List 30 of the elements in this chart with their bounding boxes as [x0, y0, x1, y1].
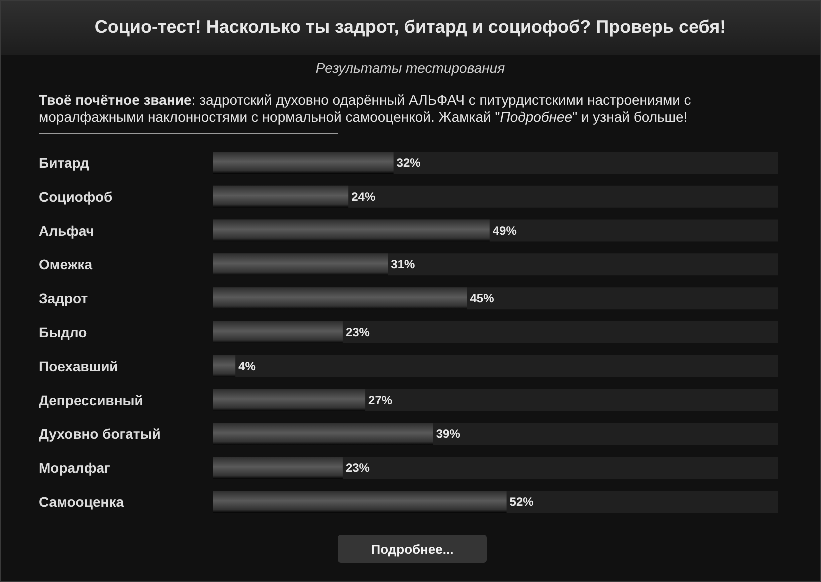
y-tick-label: Моралфаг [39, 460, 110, 476]
data-label: 4% [238, 359, 256, 374]
y-tick-label: Социофоб [39, 188, 114, 205]
data-label: 52% [510, 495, 534, 510]
data-label: 32% [396, 156, 422, 170]
y-tick-label: Самооценка [39, 494, 124, 510]
data-label: 23% [346, 461, 370, 476]
bar [213, 322, 343, 344]
y-tick-label: Депрессивный [39, 392, 144, 408]
chart-subtitle: Результаты тестирования [314, 60, 506, 76]
data-label: 49% [492, 224, 518, 238]
y-tick-label: Задрот [39, 290, 88, 307]
bar [213, 457, 343, 480]
chart-title: Социо-тест! Насколько ты задрот, битард и социофоб? Проверь себя! [94, 17, 728, 38]
y-tick-label: Омежка [39, 256, 93, 273]
bar [213, 186, 349, 208]
data-label: 31% [391, 258, 416, 272]
data-label: 45% [470, 292, 495, 306]
y-tick-label: Духовно богатый [39, 426, 161, 442]
data-label: 27% [368, 393, 393, 408]
data-label: 23% [346, 326, 370, 340]
y-tick-label: Быдло [39, 324, 88, 340]
y-tick-label: Поехавший [39, 358, 118, 374]
bar [213, 355, 236, 378]
text: Твоё почётное звание: задротский духовно одарённый АЛЬФАЧ с питурдистскими настроениями с моралфажными наклонностями с нормальной самооценкой. Жамкай "Подробнее" и узнай больше! [39, 92, 692, 125]
data-label: 24% [352, 190, 376, 204]
details-button[interactable]: Подробнее... [338, 535, 487, 563]
y-tick-label: Альфач [39, 222, 94, 239]
y-tick-label: Битард [39, 154, 90, 171]
data-label: 39% [436, 427, 461, 442]
